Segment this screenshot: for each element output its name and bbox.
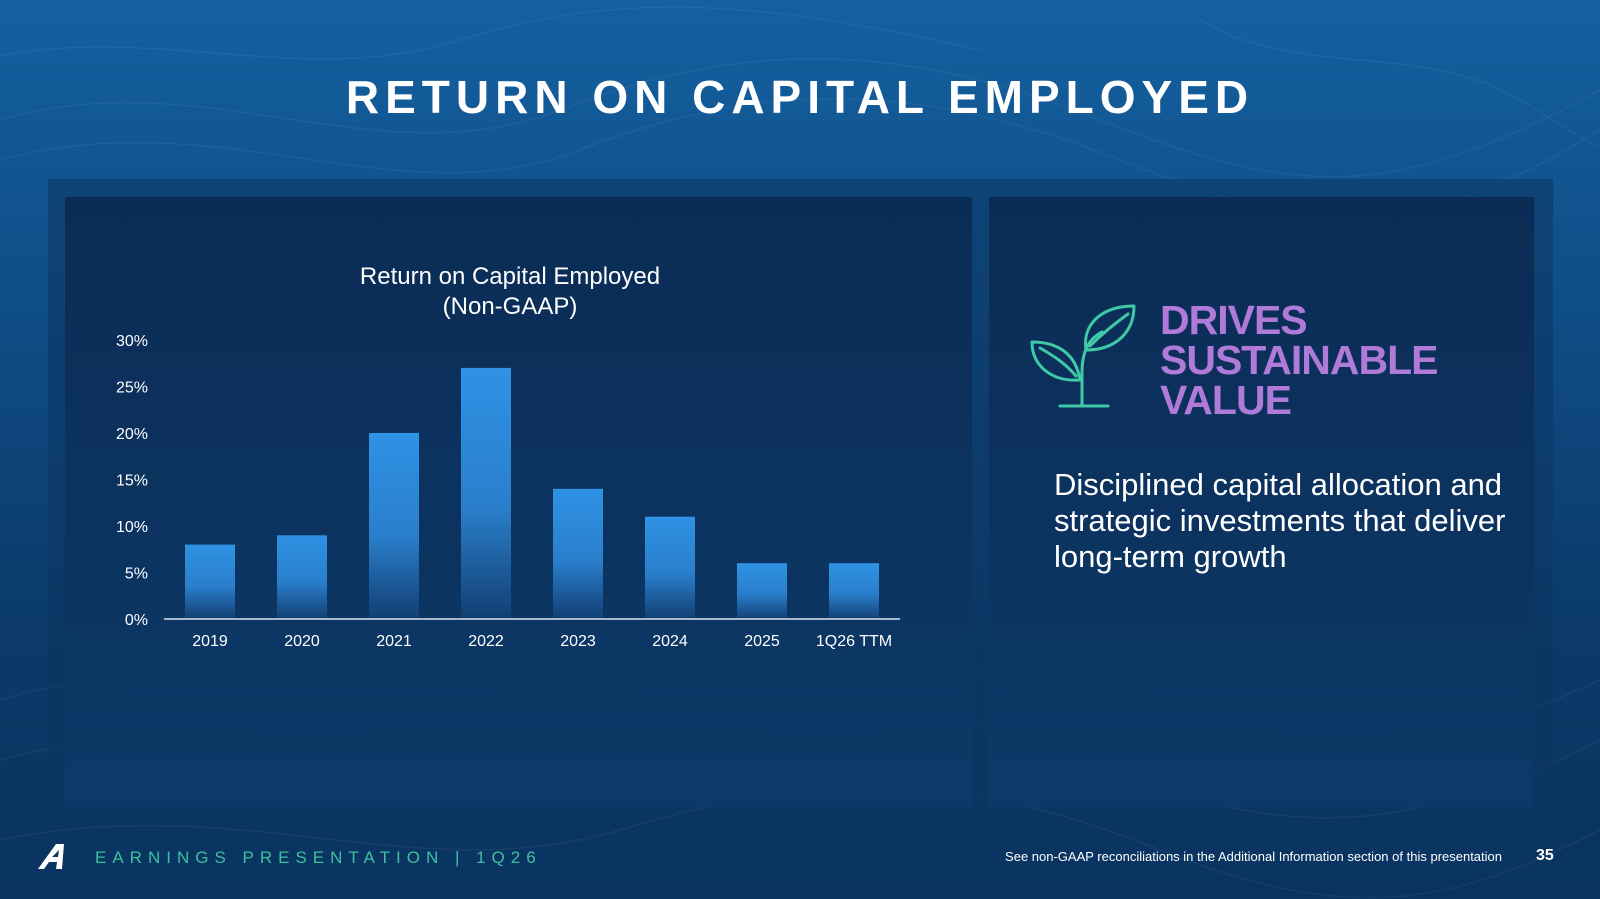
bar <box>461 367 511 619</box>
chart-panel <box>65 197 972 807</box>
footer-non-gaap-note: See non-GAAP reconciliations in the Addi… <box>1005 849 1502 864</box>
bars <box>185 367 879 619</box>
bar <box>737 563 787 619</box>
x-category-label: 2025 <box>744 633 780 650</box>
chart-title-line-1: Return on Capital Employed <box>360 263 660 290</box>
y-axis-ticks: 0% 5% 10% 15% 20% 25% 30% <box>116 333 148 629</box>
value-heading-line-1: DRIVES <box>1160 297 1308 343</box>
bar <box>185 544 235 619</box>
y-tick-label: 30% <box>116 333 148 350</box>
y-tick-label: 0% <box>125 612 148 629</box>
value-description: Disciplined capital allocation and strat… <box>1054 467 1506 574</box>
value-panel <box>989 197 1534 807</box>
y-tick-label: 10% <box>116 519 148 536</box>
y-tick-label: 5% <box>125 566 148 583</box>
x-category-label: 1Q26 TTM <box>816 633 892 650</box>
company-logo <box>38 844 64 869</box>
bar <box>553 488 603 619</box>
x-category-label: 2023 <box>560 633 596 650</box>
x-axis-labels: 2019 2020 2021 2022 2023 2024 2025 1Q26 TTM <box>192 633 892 650</box>
y-tick-label: 20% <box>116 426 148 443</box>
x-category-label: 2024 <box>652 633 688 650</box>
sprout-icon <box>1030 304 1136 408</box>
x-category-label: 2022 <box>468 633 504 650</box>
y-tick-label: 15% <box>116 473 148 490</box>
bar <box>645 516 695 619</box>
x-category-label: 2019 <box>192 633 228 650</box>
footer-presentation-label: EARNINGS PRESENTATION | 1Q26 <box>95 848 542 867</box>
x-category-label: 2021 <box>376 633 412 650</box>
roce-bar-chart: Return on Capital Employed (Non-GAAP) 0%… <box>116 263 900 650</box>
slide-title: RETURN ON CAPITAL EMPLOYED <box>345 71 1255 123</box>
bar <box>369 433 419 619</box>
value-heading: DRIVES SUSTAINABLE VALUE <box>1160 297 1439 423</box>
value-heading-line-3: VALUE <box>1160 377 1292 423</box>
y-tick-label: 25% <box>116 380 148 397</box>
x-category-label: 2020 <box>284 633 320 650</box>
page-number: 35 <box>1536 847 1554 864</box>
value-heading-line-2: SUSTAINABLE <box>1160 337 1439 383</box>
chart-title-line-2: (Non-GAAP) <box>443 293 578 320</box>
bar <box>277 535 327 619</box>
bar <box>829 563 879 619</box>
